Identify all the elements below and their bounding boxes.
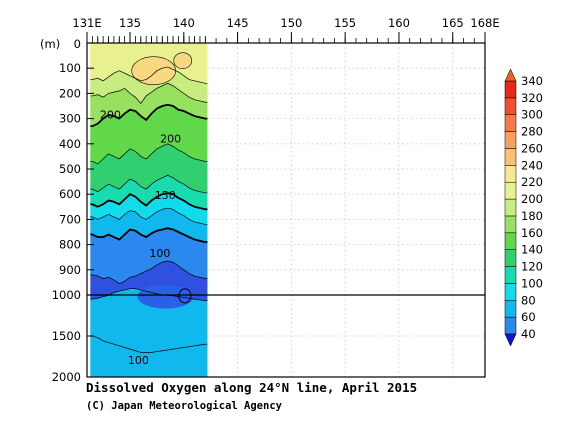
colorbar-segment [504, 165, 517, 183]
colorbar-label: 240 [521, 158, 543, 172]
contour-label: 200 [160, 133, 181, 146]
contour-labels: 200 200 150 100 100 [100, 109, 181, 367]
x-tick-label: 145 [227, 16, 249, 30]
x-tick-label: 168E [470, 16, 499, 30]
colorbar-min-arrow [504, 333, 517, 347]
band-140-160 [90, 175, 208, 210]
colorbar-segment [504, 148, 517, 166]
contour-label: 150 [155, 189, 176, 202]
y-tick-label: 100 [59, 61, 81, 75]
band-120-140 [90, 192, 208, 225]
colorbar-label: 120 [521, 260, 543, 274]
colorbar-label: 100 [521, 276, 543, 290]
contour-100-120 [90, 227, 208, 243]
colorbar-segment [504, 181, 517, 200]
x-tick-label: 160 [388, 16, 410, 30]
surface-max-patch-2 [173, 52, 193, 69]
colorbar-label: 300 [521, 108, 543, 122]
y-tick-label: 1000 [52, 288, 81, 302]
colorbar: 340 320 300 280 260 240 220 200 180 160 140 120 100 8… [504, 68, 543, 347]
y-tick-label: 600 [59, 187, 81, 201]
y-tick-label: 800 [59, 238, 81, 252]
colorbar-label: 140 [521, 243, 543, 257]
band-160-180 [90, 143, 208, 193]
contour-80-100 [90, 260, 208, 285]
contour-180-200 [90, 143, 208, 165]
y-tick-label: 0 [74, 37, 81, 51]
colorbar-label: 180 [521, 209, 543, 223]
contour-80-100-deep [90, 335, 208, 353]
colorbar-segment [504, 283, 517, 301]
colorbar-label: 340 [521, 74, 543, 88]
band-200-220 [90, 83, 208, 127]
y-tick-label: 900 [59, 263, 81, 277]
x-tick-label: 131E [72, 16, 101, 30]
colorbar-segment [504, 300, 517, 318]
contour-label: 100 [149, 247, 170, 260]
oxygen-color-fill [90, 43, 208, 377]
y-tick-label: 1500 [52, 329, 81, 343]
colorbar-segment [504, 215, 517, 234]
colorbar-label: 40 [521, 327, 536, 341]
contour-200-220 [90, 103, 208, 128]
y-tick-label: 200 [59, 86, 81, 100]
colorbar-segment [504, 249, 517, 267]
x-tick-label: 155 [334, 16, 356, 30]
band-80-100 [90, 228, 208, 284]
contour-220-240 [90, 82, 208, 105]
x-tick-label: 150 [280, 16, 302, 30]
colorbar-label: 160 [521, 226, 543, 240]
colorbar-label: 220 [521, 175, 543, 189]
colorbar-segment [504, 114, 517, 132]
contour-240-260 [90, 66, 208, 84]
contour-160-180 [90, 174, 208, 194]
x-tick-label: 165 [442, 16, 464, 30]
contour-60-80 [90, 288, 208, 302]
colorbar-segment [504, 97, 517, 115]
colorbar-label: 320 [521, 91, 543, 105]
x-tick-label: 135 [119, 16, 141, 30]
contour-140-160 [90, 192, 208, 211]
colorbar-segment [504, 131, 517, 149]
x-tick-label: 140 [173, 16, 195, 30]
colorbar-segment [504, 266, 517, 284]
y-unit-label: (m) [40, 37, 60, 51]
plot-frame [86, 42, 486, 378]
colorbar-segment [504, 316, 517, 335]
contour-label: 100 [128, 354, 149, 367]
contour-120-140 [90, 207, 208, 225]
surface-max-patch [131, 56, 176, 86]
colorbar-max-arrow [504, 68, 517, 82]
x-axis-top: 131E 135 140 145 150 155 160 165 168E [72, 16, 500, 43]
colorbar-label: 200 [521, 192, 543, 206]
y-tick-label: 300 [59, 112, 81, 126]
colorbar-segment [504, 80, 517, 99]
contour-label: 200 [100, 109, 121, 122]
colorbar-label: 260 [521, 141, 543, 155]
deep-min-core [178, 288, 192, 304]
y-tick-label: 400 [59, 137, 81, 151]
y-tick-label: 500 [59, 162, 81, 176]
colorbar-label: 80 [521, 293, 536, 307]
oxygen-contour-lines [90, 66, 208, 353]
band-220-240 [90, 66, 208, 104]
band-100-120 [90, 208, 208, 243]
colorbar-segment [504, 198, 517, 217]
colorbar-label: 280 [521, 125, 543, 139]
y-axis: 100 200 300 400 500 600 700 800 900 1000 1500 2000 0 [52, 37, 94, 384]
colorbar-label: 60 [521, 310, 536, 324]
chart-title: Dissolved Oxygen along 24°N line, April … [86, 380, 417, 395]
y-tick-label: 700 [59, 212, 81, 226]
colorbar-segment [504, 232, 517, 250]
credit-line: (C) Japan Meteorological Agency [86, 400, 283, 412]
y-tick-label: 2000 [52, 370, 81, 384]
deep-min-patch [137, 284, 194, 309]
